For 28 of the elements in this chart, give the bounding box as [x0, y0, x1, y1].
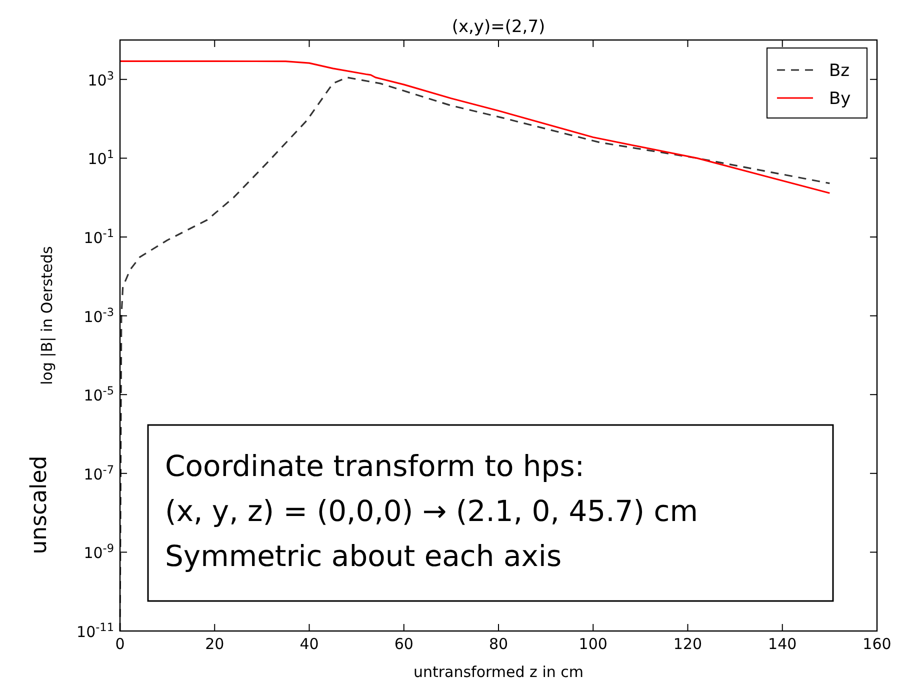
- annotation: Coordinate transform to hps:: [165, 449, 585, 483]
- line-series: [119, 60, 830, 194]
- legend-label: Bz: [829, 61, 850, 81]
- chart-title: (x,y)=(2,7): [452, 17, 546, 37]
- text: unscaled: [27, 456, 52, 554]
- x-tick-label: 120: [673, 635, 702, 653]
- x-tick-label: 80: [488, 635, 508, 653]
- y-tick-label: 10$^{-5}$: [84, 384, 114, 405]
- x-tick-label: 40: [300, 635, 319, 653]
- y-tick-label: 10$^{-1}$: [84, 226, 114, 247]
- y-axis-title: log |B| in Oersteds: [38, 246, 56, 385]
- y-tick-label: 10$^{-11}$: [76, 620, 114, 641]
- y-tick-label: 10$^{1}$: [88, 148, 114, 168]
- x-tick-label: 140: [768, 635, 797, 653]
- line-series: [119, 76, 830, 632]
- x-tick-label: 20: [205, 635, 224, 653]
- y-tick-label: 10$^{-3}$: [84, 305, 114, 326]
- x-axis-title: untransformed z in cm: [413, 663, 584, 681]
- legend-label: By: [829, 89, 851, 109]
- y-tick-label: 10$^{3}$: [88, 68, 114, 90]
- x-tick-label: 60: [394, 635, 414, 653]
- x-tick-label: 100: [578, 635, 608, 653]
- x-tick-label: 160: [862, 635, 892, 653]
- y-tick-label: 10$^{-7}$: [84, 462, 114, 484]
- x-tick-label: 0: [115, 635, 125, 653]
- annotation: (x, y, z) = (0,0,0) → (2.1, 0, 45.7) cm: [165, 494, 698, 528]
- y-tick-label: 10$^{-9}$: [84, 542, 114, 562]
- annotation: Symmetric about each axis: [165, 539, 562, 573]
